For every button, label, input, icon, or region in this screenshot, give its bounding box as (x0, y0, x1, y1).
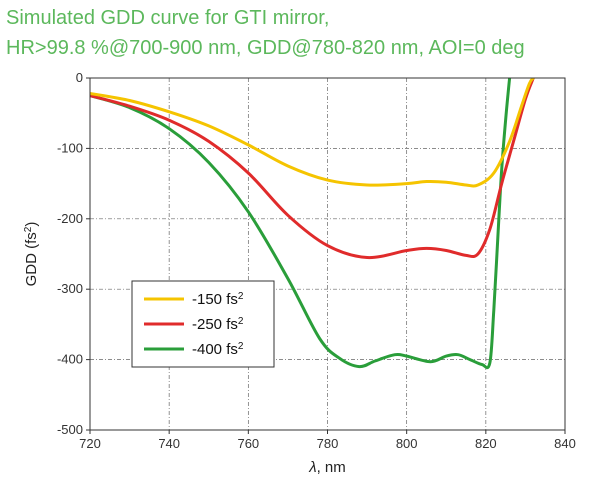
grid (90, 78, 565, 430)
x-axis-unit: , nm (317, 459, 346, 476)
series-line-0 (90, 78, 535, 188)
legend-label-sup: 2 (238, 316, 244, 327)
plot-frame (89, 77, 566, 431)
y-tick-label: -400 (57, 352, 83, 367)
legend-label-sup: 2 (238, 341, 244, 352)
y-axis-label-sup: 2 (23, 226, 34, 232)
x-tick-label: 760 (237, 436, 259, 451)
y-axis-label-close: ) (23, 222, 40, 227)
y-tick-label: -500 (57, 422, 83, 437)
legend-label-sup: 2 (238, 291, 244, 302)
x-tick-label: 720 (79, 436, 101, 451)
legend-label-1: -250 fs2 (192, 316, 244, 334)
series-line-1 (90, 78, 535, 260)
x-tick-label: 780 (317, 436, 339, 451)
y-tick-label: -300 (57, 281, 83, 296)
series-line-2 (90, 78, 512, 370)
x-tick-label: 840 (554, 436, 576, 451)
x-tick-label: 820 (475, 436, 497, 451)
y-tick-label: -200 (57, 211, 83, 226)
y-tick-label: -100 (57, 140, 83, 155)
chart-title-line-2: HR>99.8 %@700-900 nm, GDD@780-820 nm, AO… (6, 37, 525, 59)
chart-title-line-1: Simulated GDD curve for GTI mirror, (6, 7, 330, 29)
legend: -150 fs2-250 fs2-400 fs2 (131, 280, 275, 368)
axis-ticks: 720 740 760 780 800 820 840 0 -100 -200 -300 -400 -5… (57, 70, 576, 451)
legend-label-0: -150 fs2 (192, 291, 244, 309)
x-tick-label: 800 (396, 436, 418, 451)
x-axis-symbol: λ (308, 459, 316, 476)
y-tick-label: 0 (76, 70, 83, 85)
legend-label-text: -250 fs (192, 316, 238, 333)
y-axis-label-main: GDD (fs (23, 232, 40, 286)
legend-label-text: -150 fs (192, 291, 238, 308)
x-tick-label: 740 (158, 436, 180, 451)
y-axis-label: GDD (fs2) (23, 222, 41, 287)
legend-label-2: -400 fs2 (192, 341, 244, 359)
legend-label-text: -400 fs (192, 341, 238, 358)
series-lines (90, 78, 535, 370)
x-axis-label: λ, nm (308, 459, 346, 476)
